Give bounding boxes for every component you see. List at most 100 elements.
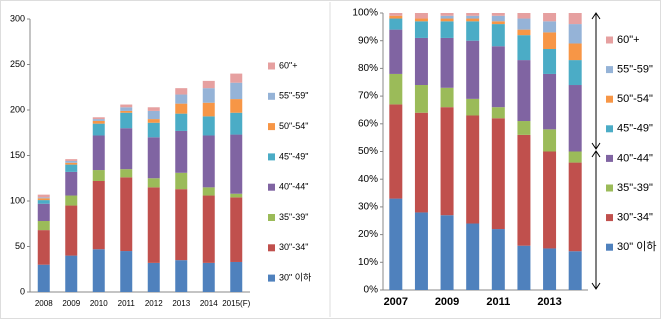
- bar-segment: [517, 245, 531, 290]
- x-tick-label: 2007: [384, 296, 408, 308]
- bar-segment: [92, 117, 105, 120]
- y-tick-label: 40%: [358, 174, 378, 185]
- bar-segment: [389, 29, 403, 74]
- y-tick-label: 250: [10, 59, 25, 69]
- bar-segment: [92, 170, 105, 181]
- y-tick-label: 20%: [358, 229, 378, 240]
- bar-segment: [491, 46, 505, 108]
- y-tick-label: 50: [15, 241, 25, 251]
- legend-label: 50"-54": [617, 93, 653, 105]
- bar-segment: [147, 178, 160, 188]
- bar-segment: [466, 40, 480, 99]
- bar-segment: [202, 80, 215, 89]
- bar-segment: [92, 119, 105, 121]
- bar-segment: [230, 193, 243, 198]
- bar-segment: [120, 169, 133, 178]
- bar-segment: [440, 87, 454, 108]
- bar-segment: [568, 13, 582, 25]
- legend-swatch: [268, 244, 275, 252]
- bar-segment: [230, 82, 243, 100]
- legend-label: 30"-34": [279, 242, 308, 252]
- bar-segment: [202, 102, 215, 117]
- y-tick-label: 30%: [358, 202, 378, 213]
- bar-segment: [543, 13, 557, 22]
- bar-segment: [517, 13, 531, 19]
- legend-label: 45"-49": [279, 151, 308, 161]
- bar-segment: [568, 43, 582, 61]
- bar-segment: [175, 172, 188, 190]
- bar-segment: [92, 120, 105, 124]
- legend-label: 35"-39": [279, 212, 308, 222]
- bar-segment: [147, 122, 160, 138]
- bar-segment: [414, 112, 428, 213]
- bar-segment: [202, 262, 215, 292]
- legend-label: 35"-39": [617, 182, 653, 194]
- y-tick-label: 100: [10, 195, 25, 205]
- bar-segment: [175, 260, 188, 292]
- legend-swatch: [606, 184, 613, 192]
- bar-segment: [414, 212, 428, 290]
- y-tick-label: 70%: [358, 91, 378, 102]
- bar-segment: [175, 103, 188, 114]
- y-tick-label: 100%: [352, 8, 378, 19]
- bar-segment: [568, 251, 582, 290]
- x-tick-label: 2015(F): [222, 299, 250, 308]
- bar-segment: [65, 162, 78, 165]
- bar-segment: [543, 21, 557, 33]
- bar-segment: [230, 197, 243, 262]
- bar-segment: [37, 194, 50, 198]
- bar-segment: [65, 171, 78, 196]
- x-tick-label: 2012: [145, 299, 163, 308]
- y-tick-label: 90%: [358, 35, 378, 46]
- x-tick-label: 2009: [62, 299, 80, 308]
- bar-segment: [414, 18, 428, 22]
- y-tick-label: 0%: [364, 285, 379, 296]
- bar-segment: [175, 94, 188, 104]
- bar-segment: [120, 104, 133, 108]
- y-tick-label: 200: [10, 104, 25, 114]
- bar-segment: [517, 18, 531, 30]
- bar-segment: [230, 112, 243, 135]
- legend-swatch: [268, 123, 275, 131]
- y-tick-label: 50%: [358, 146, 378, 157]
- bar-segment: [202, 88, 215, 103]
- bar-segment: [120, 177, 133, 252]
- bar-segment: [120, 107, 133, 111]
- bar-segment: [466, 223, 480, 290]
- bar-segment: [568, 60, 582, 86]
- bar-segment: [568, 24, 582, 44]
- bar-segment: [92, 123, 105, 136]
- bar-segment: [517, 121, 531, 135]
- legend-label: 55"-59": [617, 64, 653, 76]
- bar-segment: [92, 180, 105, 250]
- bar-segment: [491, 21, 505, 25]
- bar-segment: [543, 73, 557, 130]
- bar-segment: [517, 29, 531, 36]
- legend-label: 30" 이하: [279, 272, 312, 282]
- bar-segment: [37, 200, 50, 204]
- bar-segment: [389, 13, 403, 16]
- bar-segment: [120, 128, 133, 170]
- bar-segment: [120, 112, 133, 129]
- range-arrows: [591, 12, 601, 290]
- bar-segment: [440, 37, 454, 88]
- y-tick-label: 300: [10, 13, 25, 23]
- bar-segment: [230, 261, 243, 292]
- bar-segment: [65, 205, 78, 256]
- bar-segment: [466, 15, 480, 19]
- legend-swatch: [268, 274, 275, 282]
- bar-segment: [120, 251, 133, 292]
- bar-segment: [491, 24, 505, 47]
- bar-segment: [389, 198, 403, 290]
- bar-segment: [466, 13, 480, 16]
- bar-segment: [202, 195, 215, 263]
- bar-segment: [414, 37, 428, 86]
- bar-segment: [230, 73, 243, 83]
- y-tick-label: 150: [10, 150, 25, 160]
- x-tick-label: 2009: [435, 296, 459, 308]
- bar-segment: [440, 21, 454, 38]
- bar-segment: [568, 162, 582, 252]
- bar-segment: [147, 262, 160, 292]
- legend-swatch: [606, 214, 613, 222]
- bar-segment: [37, 198, 50, 201]
